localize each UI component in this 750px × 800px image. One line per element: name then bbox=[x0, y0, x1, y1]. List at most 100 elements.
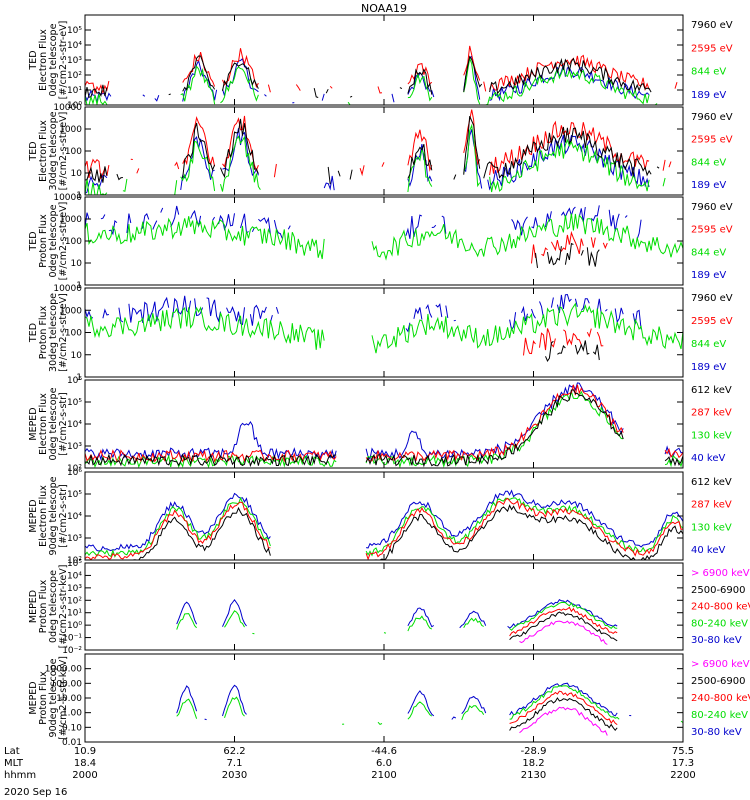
y-axis-label-line: 30deg telescope bbox=[48, 111, 59, 190]
y-axis-label-line: TED bbox=[28, 231, 39, 251]
time-value-mlt: 7.1 bbox=[227, 758, 243, 769]
legend-entry: 40 keV bbox=[691, 453, 725, 464]
legend-entry: 2500-6900 bbox=[691, 676, 746, 687]
legend-entry: 189 eV bbox=[691, 180, 726, 191]
y-axis-label-line: Electron Flux bbox=[38, 485, 49, 547]
y-tick-label: 10.00 bbox=[56, 694, 82, 704]
y-tick-label: 1.00 bbox=[62, 709, 82, 719]
y-axis-label-line: Proton Flux bbox=[38, 671, 49, 725]
legend-entry: 287 keV bbox=[691, 408, 732, 419]
time-value-lat: 10.9 bbox=[74, 746, 96, 757]
y-tick-label: 10000 bbox=[53, 284, 82, 294]
panel-frame bbox=[84, 653, 684, 743]
y-tick-label: 10⁰ bbox=[67, 101, 82, 111]
y-axis-label-line: 30deg telescope bbox=[48, 293, 59, 372]
panel-7: 10⁻² 10⁻¹ 10⁰ 10¹ 10² 10³ 10⁴ 10⁵ MEPED Proton Fl… bbox=[28, 559, 750, 656]
y-axis-label-line: [#/cm2-s-str-eV] bbox=[58, 112, 69, 191]
y-axis-label-line: [#/cm2-s-str-keV] bbox=[58, 656, 69, 740]
panel-3: 1 10 100 1000 10000 TED Proton Flux 0deg telesc… bbox=[28, 193, 733, 291]
time-value-mlt: 6.0 bbox=[376, 758, 392, 769]
panel-frame bbox=[84, 562, 684, 651]
date-label: 2020 Sep 16 bbox=[4, 787, 67, 798]
y-axis-label-line: TED bbox=[28, 50, 39, 70]
trace-blue bbox=[177, 600, 673, 631]
legend-entry: 612 keV bbox=[691, 477, 732, 488]
trace-black bbox=[509, 697, 618, 731]
time-value-hhmm: 2030 bbox=[222, 770, 247, 781]
y-tick-label: 1000 bbox=[59, 215, 82, 225]
y-axis-label-line: Proton Flux bbox=[38, 579, 49, 633]
y-tick-label: 10⁶ bbox=[67, 468, 82, 478]
legend-entry: 2595 eV bbox=[691, 43, 733, 54]
panel-2: 1 10 100 1000 10000 TED Electron Flux 30deg tel… bbox=[28, 103, 733, 201]
y-tick-label: 10⁻¹ bbox=[62, 634, 82, 644]
panel-8: 0.01 0.10 1.00 10.00 100.00 1000.00 MEPED Proto… bbox=[28, 653, 750, 748]
trace-green bbox=[85, 213, 683, 261]
legend-entry: 7960 eV bbox=[691, 20, 733, 31]
legend-entry: 2595 eV bbox=[691, 225, 733, 236]
y-axis-label-line: MEPED bbox=[28, 681, 39, 714]
y-axis-label-line: 90deg telescope bbox=[48, 658, 59, 737]
y-tick-label: 10² bbox=[67, 464, 82, 474]
time-value-lat: 62.2 bbox=[223, 746, 245, 757]
legend-entry: > 6900 keV bbox=[691, 659, 750, 670]
time-value-hhmm: 2000 bbox=[72, 770, 97, 781]
panel-1: 10⁰ 10¹ 10² 10³ 10⁴ 10⁵ TED Electron Flux 0deg t… bbox=[28, 14, 733, 111]
trace-magenta bbox=[519, 620, 608, 645]
y-tick-label: 10³ bbox=[67, 584, 82, 594]
y-tick-label: 100 bbox=[65, 147, 82, 157]
legend-entry: 189 eV bbox=[691, 90, 726, 101]
y-tick-label: 0.10 bbox=[62, 723, 82, 733]
y-axis-label-line: [#/cm2-s-str] bbox=[58, 392, 69, 455]
trace-red bbox=[531, 230, 608, 264]
y-tick-label: 10 bbox=[71, 169, 83, 179]
y-axis-label-line: 0deg telescope bbox=[48, 23, 59, 96]
time-value-lat: -44.6 bbox=[371, 746, 397, 757]
panel-4: 1 10 100 1000 10000 TED Proton Flux 30deg teles… bbox=[28, 284, 733, 383]
legend-entry: 30-80 keV bbox=[691, 635, 742, 646]
y-tick-label: 10² bbox=[67, 71, 82, 81]
legend-entry: 7960 eV bbox=[691, 293, 733, 304]
y-tick-label: 1000 bbox=[59, 306, 82, 316]
y-axis-label-line: MEPED bbox=[28, 499, 39, 532]
y-tick-label: 10⁴ bbox=[67, 41, 82, 51]
y-tick-label: 1 bbox=[76, 373, 82, 383]
panel-5: 10² 10³ 10⁴ 10⁵ 10⁶ MEPED Electron Flux 0deg te… bbox=[28, 376, 732, 474]
y-axis-label-line: [#/cm2-s-str-eV] bbox=[58, 202, 69, 281]
legend-entry: 844 eV bbox=[691, 67, 726, 78]
trace-red bbox=[85, 110, 683, 178]
legend-entry: 240-800 keV bbox=[691, 602, 750, 613]
y-axis-label-line: [#/cm2-s-str-keV] bbox=[58, 565, 69, 649]
figure-title: NOAA19 bbox=[361, 2, 407, 15]
legend-entry: 40 keV bbox=[691, 545, 725, 556]
y-tick-label: 100 bbox=[65, 329, 82, 339]
trace-blue bbox=[85, 205, 642, 240]
trace-green bbox=[176, 685, 683, 726]
y-tick-label: 10³ bbox=[67, 442, 82, 452]
y-axis-label-line: TED bbox=[28, 323, 39, 343]
y-tick-label: 10⁻² bbox=[62, 646, 82, 656]
y-tick-label: 10⁵ bbox=[67, 398, 82, 408]
time-value-lat: 75.5 bbox=[672, 746, 694, 757]
legend-entry: 844 eV bbox=[691, 339, 726, 350]
trace-black bbox=[85, 504, 683, 560]
trace-red bbox=[509, 690, 618, 725]
time-value-hhmm: 2200 bbox=[670, 770, 695, 781]
y-axis-label-line: 0deg telescope bbox=[48, 387, 59, 460]
trace-black bbox=[546, 341, 608, 362]
time-value-mlt: 17.3 bbox=[672, 758, 694, 769]
y-tick-label: 1000.00 bbox=[45, 665, 82, 675]
y-axis-label-line: Electron Flux bbox=[38, 120, 49, 182]
y-axis-label-line: Electron Flux bbox=[38, 29, 49, 91]
y-axis-label-line: 90deg telescope bbox=[48, 476, 59, 555]
y-tick-label: 10¹ bbox=[67, 86, 82, 96]
row-label: MLT bbox=[4, 758, 24, 769]
y-tick-label: 10⁴ bbox=[67, 571, 82, 581]
trace-black bbox=[509, 611, 618, 642]
y-tick-label: 10⁶ bbox=[67, 376, 82, 386]
legend-entry: 30-80 keV bbox=[691, 727, 742, 738]
trace-blue bbox=[176, 682, 632, 721]
y-tick-label: 10⁵ bbox=[67, 490, 82, 500]
y-tick-label: 1 bbox=[76, 281, 82, 291]
